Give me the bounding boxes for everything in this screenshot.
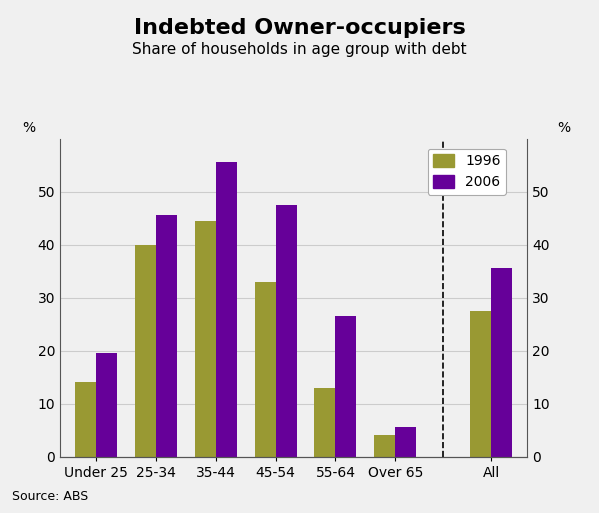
Bar [96, 353, 117, 457]
Bar [314, 388, 335, 457]
Bar [75, 382, 96, 457]
Bar [491, 268, 512, 457]
Text: Source: ABS: Source: ABS [12, 490, 88, 503]
Bar [156, 215, 177, 457]
Text: %: % [558, 122, 571, 135]
Bar [135, 245, 156, 457]
Bar [276, 205, 297, 457]
Text: %: % [23, 122, 36, 135]
Bar [374, 436, 395, 457]
Bar [195, 221, 216, 457]
Bar [395, 427, 416, 457]
Text: Indebted Owner-occupiers: Indebted Owner-occupiers [134, 18, 465, 38]
Legend: 1996, 2006: 1996, 2006 [428, 149, 506, 195]
Bar [470, 311, 491, 457]
Bar [335, 316, 356, 457]
Bar [216, 162, 237, 457]
Bar [255, 282, 276, 457]
Text: Share of households in age group with debt: Share of households in age group with de… [132, 42, 467, 57]
